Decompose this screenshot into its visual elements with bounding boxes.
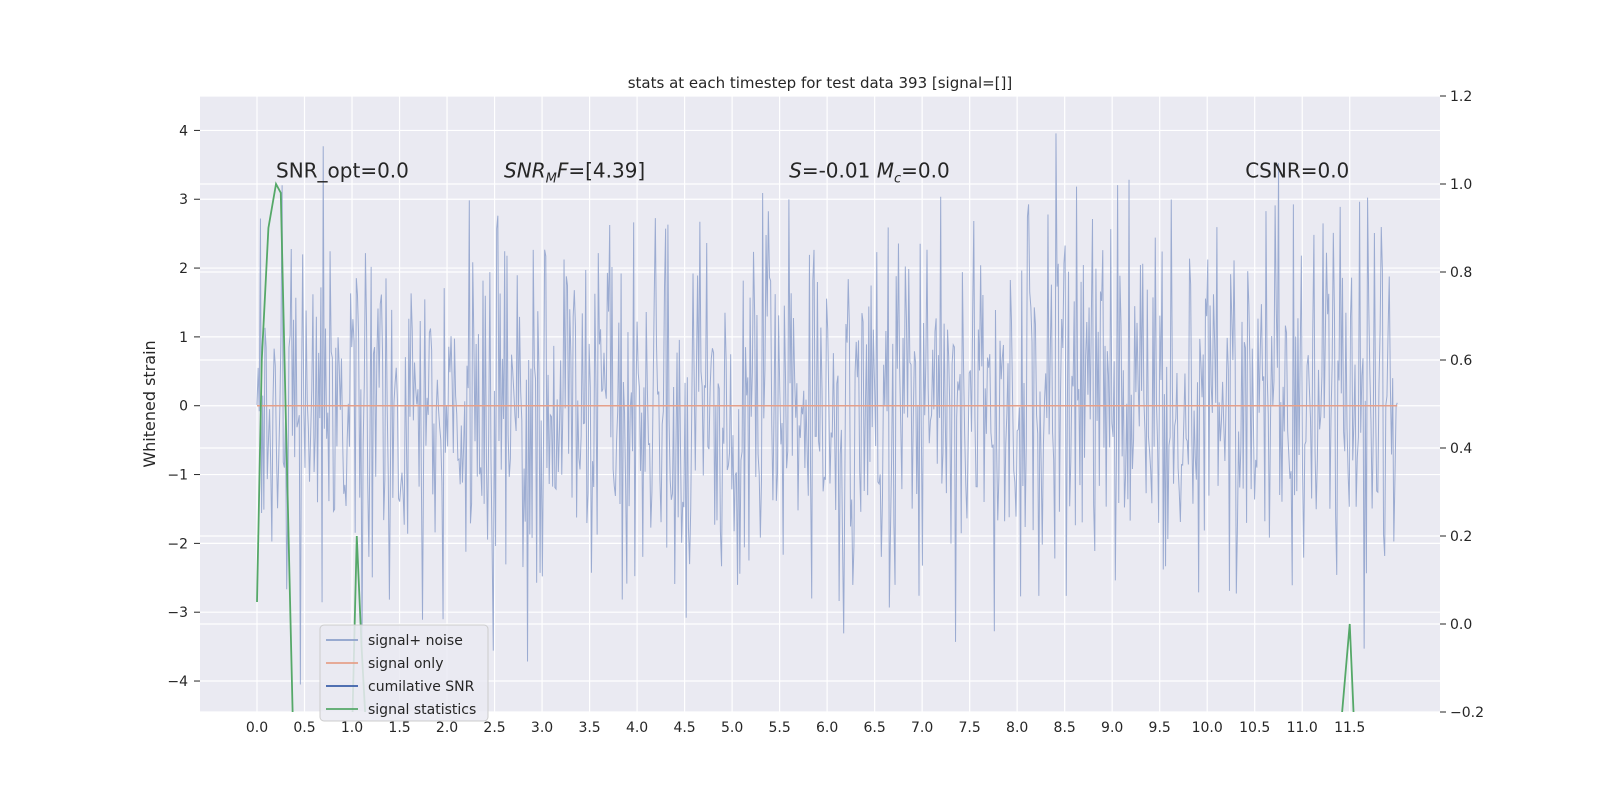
annotations: SNR_opt=0.0 SNRMF=[4.39] S=-0.01 Mc=0.0 CSN… <box>276 158 1349 186</box>
legend-entry[interactable]: signal statistics <box>368 702 476 718</box>
y-tick-label: −1 <box>167 468 188 484</box>
x-tick-label: 2.0 <box>436 720 458 736</box>
x-tick-label: 0.0 <box>246 720 268 736</box>
series-signal-statistics <box>256 181 1355 712</box>
legend-entry[interactable]: signal only <box>368 656 443 672</box>
x-tick-label: 9.5 <box>1149 720 1171 736</box>
y-tick-label: −2 <box>167 536 188 552</box>
x-tick-label: 11.5 <box>1334 720 1365 736</box>
y2-tick-label: 1.2 <box>1450 89 1472 105</box>
x-tick-label: 7.0 <box>911 720 933 736</box>
y-tick-label: 3 <box>179 192 188 208</box>
legend[interactable]: signal+ noise signal only cumilative SNR si… <box>319 624 489 722</box>
x-tick-label: 0.5 <box>293 720 315 736</box>
x-tick-label: 8.5 <box>1054 720 1076 736</box>
annotation-label: CSNR=0.0 <box>1245 158 1349 182</box>
x-tick-label: 8.0 <box>1006 720 1028 736</box>
y-tick-label: 1 <box>179 330 188 346</box>
annotation-label: SNRMF=[4.39] <box>504 158 645 186</box>
y-tick-label: 4 <box>179 123 188 139</box>
legend-entry[interactable]: signal+ noise <box>368 633 463 649</box>
y-tick-label: −4 <box>167 674 188 690</box>
y2-tick-label: 0.6 <box>1450 353 1472 369</box>
series-signal-noise <box>256 133 1398 685</box>
x-tick-label: 4.0 <box>626 720 648 736</box>
x-tick-label: 6.5 <box>864 720 886 736</box>
legend-box <box>319 624 489 722</box>
annotation-label: S=-0.01 Mc=0.0 <box>789 158 950 186</box>
y2-tick-label: 0.2 <box>1450 529 1472 545</box>
x-tick-label: 11.0 <box>1287 720 1318 736</box>
annotation-label: SNR_opt=0.0 <box>276 158 409 182</box>
axis-ticks: 0.0 0.5 1.0 1.5 2.0 2.5 3.0 3.5 4.0 4.5 5.0 5.5 6.0 6… <box>167 89 1484 736</box>
x-tick-label: 1.0 <box>341 720 363 736</box>
x-tick-label: 5.0 <box>721 720 743 736</box>
x-tick-label: 6.0 <box>816 720 838 736</box>
y2-tick-label: 0.0 <box>1450 617 1472 633</box>
series-layer <box>256 133 1398 712</box>
grid-lines <box>200 95 1440 713</box>
x-tick-label: 3.0 <box>531 720 553 736</box>
x-tick-label: 2.5 <box>483 720 505 736</box>
y-tick-label: 0 <box>179 399 188 415</box>
x-tick-label: 10.5 <box>1239 720 1270 736</box>
y2-tick-label: 0.4 <box>1450 441 1472 457</box>
chart-title: stats at each timestep for test data 393… <box>628 74 1013 92</box>
y-tick-label: 2 <box>179 261 188 277</box>
y-axis-label: Whitened strain <box>140 340 159 467</box>
x-tick-label: 3.5 <box>578 720 600 736</box>
x-tick-label: 7.5 <box>959 720 981 736</box>
y2-tick-label: 0.8 <box>1450 265 1472 281</box>
x-tick-label: 5.5 <box>768 720 790 736</box>
y2-tick-label: −0.2 <box>1450 705 1484 721</box>
x-tick-label: 10.0 <box>1192 720 1223 736</box>
legend-entry[interactable]: cumilative SNR <box>368 679 475 695</box>
y2-tick-label: 1.0 <box>1450 177 1472 193</box>
y-tick-label: −3 <box>167 605 188 621</box>
x-tick-label: 1.5 <box>388 720 410 736</box>
x-tick-label: 4.5 <box>673 720 695 736</box>
x-tick-label: 9.0 <box>1101 720 1123 736</box>
